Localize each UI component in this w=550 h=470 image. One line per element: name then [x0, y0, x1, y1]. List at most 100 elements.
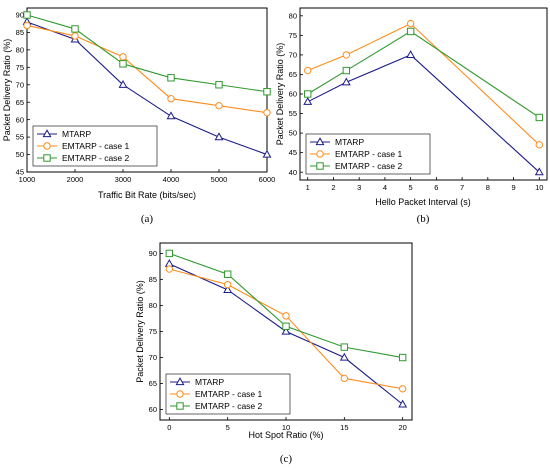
panel-label: (b)	[417, 213, 430, 225]
y-tick-label: 55	[289, 109, 297, 118]
data-point	[167, 95, 175, 103]
data-point	[406, 27, 415, 36]
chart-panel-3: 0 5 10 15 20 60 65 70 75 80 85 90 Hot Spot Ratio (%)…	[135, 242, 413, 465]
legend-label: EMTARP - case 2	[62, 153, 130, 163]
y-axis-label: Packet Delivery Ratio (%)	[2, 39, 12, 142]
y-tick-label: 55	[16, 133, 24, 142]
data-point	[215, 102, 223, 110]
data-point	[119, 53, 127, 61]
x-axis-label: Hello Packet Interval (s)	[375, 197, 471, 207]
panel-label: (c)	[280, 453, 293, 465]
x-tick-label: 0	[167, 423, 171, 432]
data-point	[304, 90, 312, 98]
y-tick-label: 75	[16, 63, 24, 72]
y-tick-label: 60	[149, 405, 157, 414]
x-tick-label: 9	[511, 183, 515, 192]
data-point	[118, 79, 128, 88]
y-axis-label: Packet Delivery Ratio (%)	[135, 280, 145, 383]
legend-marker	[42, 129, 52, 138]
x-tick-label: 8	[486, 183, 490, 192]
y-tick-label: 50	[16, 150, 24, 159]
data-point	[119, 60, 127, 68]
data-point	[281, 326, 291, 335]
legend: MTARP EMTARP - case 1 EMTARP - case 2	[305, 133, 431, 175]
x-tick-label: 5000	[211, 175, 228, 184]
data-point	[304, 66, 312, 75]
legend-marker	[175, 377, 185, 386]
data-point	[167, 74, 175, 82]
series-line	[307, 30, 540, 118]
series-line	[26, 21, 268, 156]
legend: MTARP EMTARP - case 1 EMTARP - case 2	[165, 373, 291, 415]
series-line	[26, 24, 268, 114]
y-tick-label: 60	[16, 115, 24, 124]
x-tick-label: 6000	[259, 175, 276, 184]
x-axis-label: Traffic Bit Rate (bits/sec)	[98, 190, 196, 200]
y-tick-label: 70	[289, 51, 297, 60]
legend-label: EMTARP - case 2	[335, 161, 403, 171]
legend: MTARP EMTARP - case 1 EMTARP - case 2	[32, 125, 158, 167]
series-line	[307, 22, 540, 146]
data-point	[398, 399, 408, 408]
x-tick-label: 1	[306, 183, 310, 192]
data-point	[262, 149, 272, 158]
data-point	[165, 265, 174, 273]
legend-marker	[316, 150, 324, 158]
x-tick-label: 7	[460, 183, 464, 192]
y-tick-label: 85	[149, 275, 157, 284]
legend-marker	[316, 162, 324, 170]
y-tick-label: 80	[16, 45, 24, 54]
data-point	[282, 322, 290, 330]
data-point	[534, 167, 544, 176]
y-tick-label: 85	[16, 28, 24, 37]
data-point	[340, 374, 349, 383]
data-point	[214, 132, 224, 141]
y-axis-label: Packet Delivery Ratio (%)	[275, 43, 285, 146]
data-point	[406, 19, 415, 28]
legend-label: MTARP	[195, 377, 224, 387]
y-tick-label: 60	[289, 90, 297, 99]
legend-label: EMTARP - case 1	[335, 149, 403, 159]
data-point	[71, 32, 79, 40]
y-tick-label: 80	[289, 11, 297, 20]
y-tick-label: 65	[16, 98, 24, 107]
y-tick-label: 90	[149, 249, 157, 258]
legend-label: MTARP	[335, 137, 364, 147]
legend-label: EMTARP - case 1	[62, 141, 130, 151]
y-tick-label: 50	[289, 129, 297, 138]
x-tick-label: 3	[357, 183, 361, 192]
data-point	[263, 108, 271, 117]
y-tick-label: 40	[289, 168, 297, 177]
x-tick-label: 3000	[115, 175, 132, 184]
data-point	[342, 66, 351, 75]
data-point	[166, 111, 176, 120]
data-point	[165, 249, 174, 258]
y-tick-label: 70	[16, 80, 24, 89]
data-point	[263, 88, 271, 96]
x-tick-label: 6	[434, 183, 438, 192]
y-tick-label: 75	[289, 31, 297, 40]
data-point	[342, 51, 351, 59]
data-point	[535, 113, 543, 122]
legend-marker	[315, 137, 325, 146]
y-tick-label: 65	[149, 379, 157, 388]
x-axis-label: Hot Spot Ratio (%)	[248, 430, 323, 440]
data-point	[282, 312, 290, 320]
y-tick-label: 70	[149, 353, 157, 362]
data-point	[340, 343, 349, 351]
legend-label: EMTARP - case 1	[195, 389, 263, 399]
legend-marker	[43, 154, 51, 162]
data-point	[23, 11, 31, 19]
data-point	[398, 385, 407, 393]
data-point	[341, 77, 351, 86]
x-tick-label: 15	[340, 423, 348, 432]
y-tick-label: 90	[16, 11, 24, 20]
legend-marker	[43, 142, 51, 150]
x-tick-label: 4	[383, 183, 387, 192]
data-point	[71, 25, 79, 33]
x-tick-label: 5	[409, 183, 413, 192]
panel-label: (a)	[141, 213, 154, 225]
data-point	[303, 96, 313, 105]
y-tick-label: 80	[149, 301, 157, 310]
